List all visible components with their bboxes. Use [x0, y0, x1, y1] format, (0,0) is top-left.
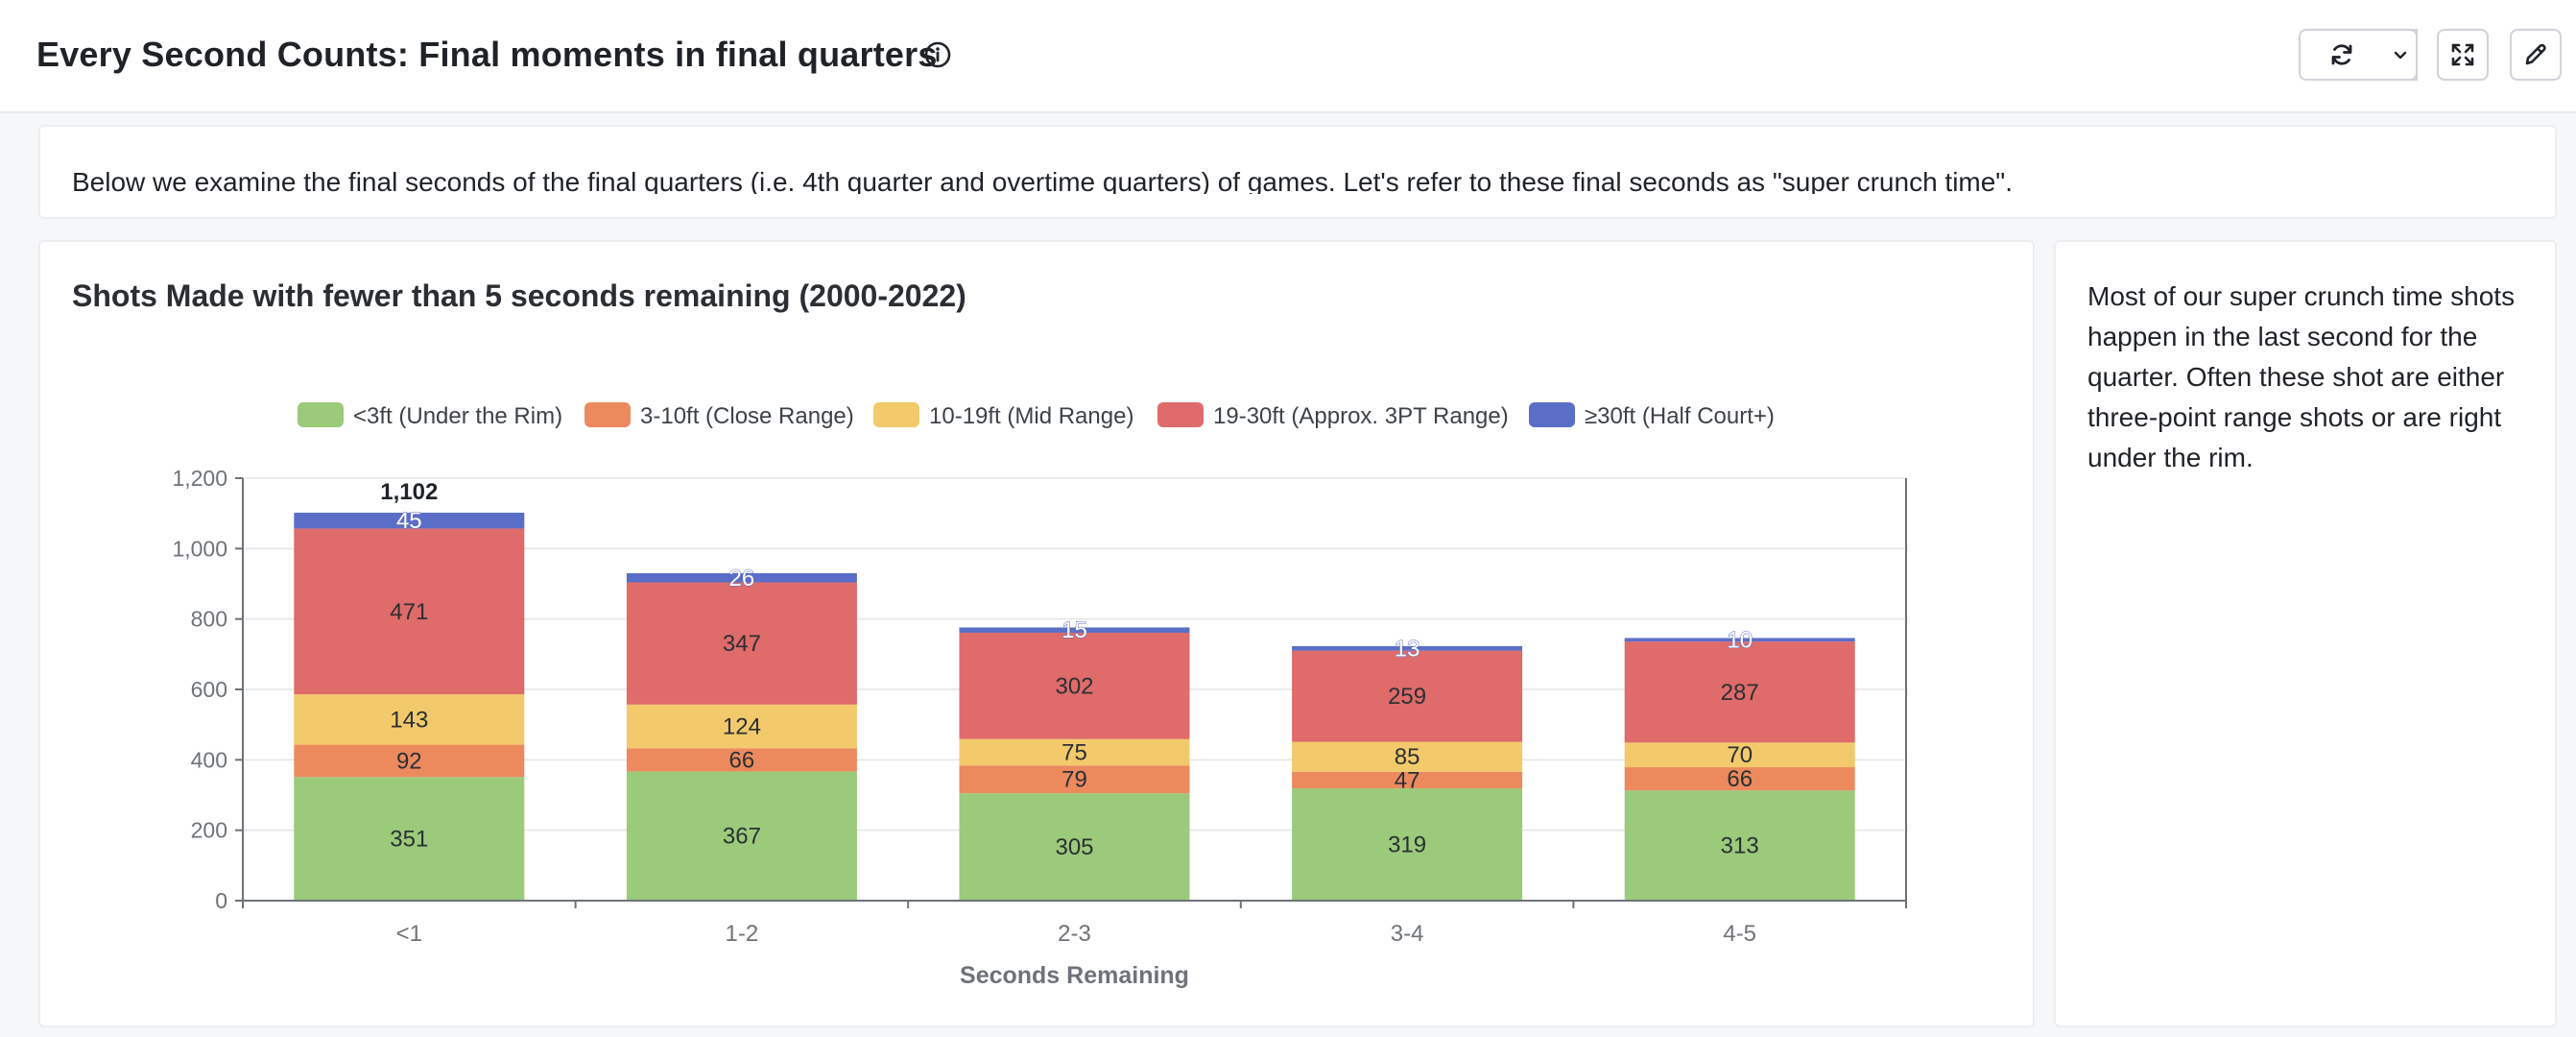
refresh-options-dropdown[interactable]: [2385, 29, 2418, 81]
data-label: 313: [1721, 833, 1759, 859]
chart-card: Shots Made with fewer than 5 seconds rem…: [38, 240, 2035, 1027]
bar-segment: [294, 694, 525, 745]
bar-segment: [626, 573, 857, 583]
chevron-down-icon: [2394, 51, 2407, 60]
data-label: 305: [1055, 834, 1093, 860]
data-label: 367: [723, 824, 761, 850]
bar-segment: [959, 627, 1190, 633]
bar-segment: [959, 765, 1190, 794]
data-label: 45: [396, 508, 422, 534]
y-tick-label: 1,000: [172, 536, 227, 561]
y-tick-label: 1,200: [172, 466, 227, 491]
data-label: 10: [1727, 627, 1753, 653]
data-label: 13: [1395, 636, 1420, 662]
bar-segment: [294, 528, 525, 695]
pencil-icon: [2525, 43, 2546, 65]
data-label: 143: [390, 707, 428, 733]
y-tick-label: 400: [191, 747, 227, 772]
y-tick-label: 600: [191, 677, 227, 702]
x-axis-title: Seconds Remaining: [960, 962, 1189, 989]
data-label: 66: [729, 747, 755, 773]
bar-segment: [294, 744, 525, 778]
data-label: 287: [1721, 680, 1759, 706]
bar-segment: [1624, 790, 1855, 901]
x-tick-label: 2-3: [1058, 921, 1091, 947]
bar-segment: [294, 777, 525, 901]
data-label: 70: [1727, 742, 1753, 768]
data-label: 471: [390, 599, 428, 625]
legend-swatch: [298, 402, 344, 427]
y-tick-label: 0: [215, 888, 227, 913]
legend-swatch: [1157, 402, 1204, 427]
legend-label: 19-30ft (Approx. 3PT Range): [1213, 403, 1509, 429]
legend-label: <3ft (Under the Rim): [353, 403, 562, 429]
bar-segment: [626, 771, 857, 901]
bar-segment: [959, 793, 1190, 901]
x-tick-label: 3-4: [1391, 921, 1424, 947]
data-label: 85: [1395, 744, 1420, 770]
legend-label: ≥30ft (Half Court+): [1585, 403, 1775, 429]
data-label: 347: [723, 631, 761, 657]
data-label: 66: [1727, 766, 1753, 792]
legend-swatch: [1529, 402, 1575, 427]
stacked-bar-chart: <3ft (Under the Rim) 3-10ft (Close Range)…: [172, 402, 1907, 989]
dashboard-header: Every Second Counts: Final moments in fi…: [0, 0, 2576, 113]
note-text: Most of our super crunch time shots happ…: [2087, 281, 2516, 472]
x-tick-label: 4-5: [1723, 921, 1756, 947]
total-annotation: 1,102: [380, 479, 438, 505]
fullscreen-button[interactable]: [2437, 29, 2489, 81]
data-label: 75: [1061, 739, 1087, 765]
x-tick-label: <1: [396, 921, 422, 947]
data-label: 124: [723, 714, 761, 740]
note-card: Most of our super crunch time shots happ…: [2054, 240, 2557, 1027]
bar-segment: [1292, 650, 1523, 742]
chart-title: Shots Made with fewer than 5 seconds rem…: [72, 278, 966, 313]
legend-swatch: [873, 402, 919, 427]
page-title: Every Second Counts: Final moments in fi…: [36, 35, 938, 74]
info-circle-icon[interactable]: [923, 40, 952, 69]
data-label: 319: [1388, 832, 1426, 858]
edit-button[interactable]: [2510, 29, 2562, 81]
legend-label: 10-19ft (Mid Range): [929, 403, 1133, 429]
bar-segment: [1624, 767, 1855, 791]
legend-swatch: [584, 402, 631, 427]
legend-label: 3-10ft (Close Range): [640, 403, 854, 429]
intro-card: Below we examine the final seconds of th…: [38, 125, 2557, 219]
refresh-icon: [2331, 44, 2352, 65]
data-label: 79: [1061, 767, 1087, 793]
bar-segment: [1292, 645, 1523, 651]
bar-segment: [1292, 788, 1523, 901]
bar-segment: [959, 738, 1190, 766]
data-label: 259: [1388, 684, 1426, 710]
bar-segment: [626, 748, 857, 772]
bar-segment: [959, 632, 1190, 739]
bar-segment: [1292, 741, 1523, 772]
data-label: 92: [396, 748, 422, 774]
bar-segment: [1292, 771, 1523, 789]
y-tick-label: 200: [191, 818, 227, 843]
intro-text: Below we examine the final seconds of th…: [72, 167, 2014, 194]
data-label: 302: [1055, 673, 1093, 699]
expand-icon: [2451, 43, 2474, 66]
x-tick-label: 1-2: [726, 921, 759, 947]
bar-segment: [1624, 638, 1855, 642]
y-tick-label: 800: [191, 607, 227, 632]
data-label: 15: [1061, 617, 1087, 643]
bar-segment: [1624, 742, 1855, 768]
bar-segment: [1624, 641, 1855, 743]
bar-segment: [626, 704, 857, 749]
bar-segment: [294, 512, 525, 529]
data-label: 26: [729, 566, 755, 591]
data-label: 351: [390, 827, 428, 853]
bar-segment: [626, 582, 857, 705]
data-label: 47: [1395, 767, 1420, 793]
